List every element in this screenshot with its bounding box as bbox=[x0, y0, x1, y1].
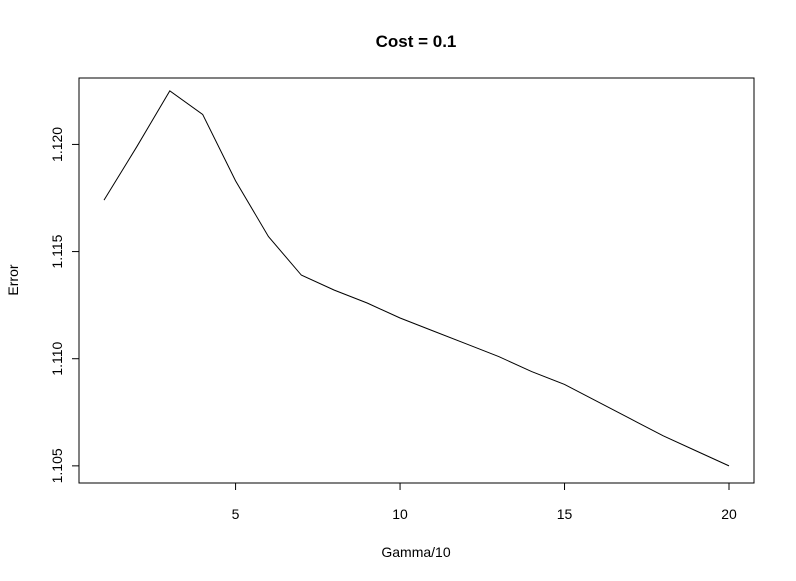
chart-title: Cost = 0.1 bbox=[376, 32, 457, 51]
y-tick-label: 1.110 bbox=[49, 342, 65, 376]
plot-frame bbox=[78, 77, 755, 484]
x-axis-label: Gamma/10 bbox=[381, 544, 450, 560]
y-axis: 1.105 1.110 1.115 1.120 bbox=[49, 127, 80, 483]
y-tick-label: 1.120 bbox=[49, 127, 65, 162]
x-tick-label: 15 bbox=[557, 506, 573, 522]
y-tick-label: 1.115 bbox=[49, 234, 65, 268]
x-tick-label: 20 bbox=[721, 506, 737, 522]
series-line bbox=[103, 90, 730, 467]
x-tick-label: 10 bbox=[392, 506, 408, 522]
y-tick-label: 1.105 bbox=[49, 448, 65, 483]
y-axis-label: Error bbox=[5, 264, 21, 295]
x-tick-label: 5 bbox=[232, 506, 240, 522]
series-group bbox=[103, 90, 730, 467]
x-axis: 5 10 15 20 bbox=[232, 482, 737, 522]
